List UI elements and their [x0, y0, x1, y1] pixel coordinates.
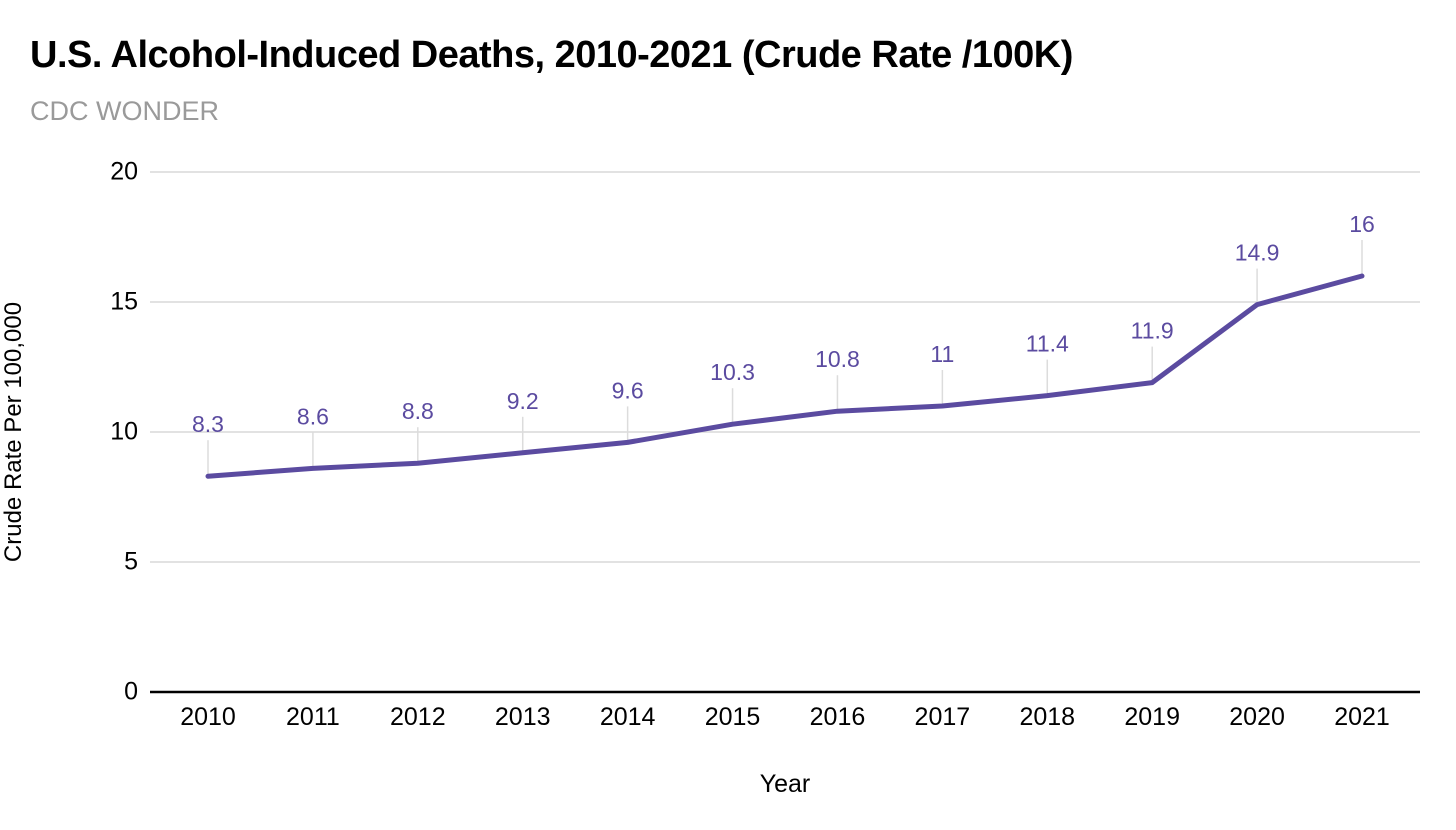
data-label: 9.2: [507, 388, 539, 414]
chart-title: U.S. Alcohol-Induced Deaths, 2010-2021 (…: [30, 34, 1073, 76]
x-tick-label: 2017: [914, 703, 971, 731]
y-tick-label: 0: [124, 677, 138, 706]
x-tick-label: 2014: [599, 703, 656, 731]
y-tick-label: 20: [110, 157, 138, 186]
data-label: 10.3: [710, 359, 755, 385]
x-tick-label: 2018: [1019, 703, 1076, 731]
data-label: 10.8: [815, 346, 860, 372]
data-label: 11.4: [1026, 331, 1069, 357]
x-tick-label: 2020: [1229, 703, 1285, 731]
y-tick-label: 5: [124, 547, 138, 576]
x-tick-label: 2010: [180, 703, 236, 731]
data-label: 8.6: [297, 403, 329, 429]
y-tick-label: 15: [110, 287, 138, 316]
data-label: 8.8: [402, 398, 434, 424]
series-line: [205, 273, 1365, 479]
y-axis-title: Crude Rate Per 100,000: [0, 301, 27, 563]
data-label: 14.9: [1235, 240, 1280, 266]
chart-subtitle: CDC WONDER: [30, 96, 219, 126]
data-label: 9.6: [612, 377, 644, 403]
x-tick-label: 2013: [494, 703, 551, 731]
data-label: 11: [930, 341, 954, 367]
plot-area: 8.3 8.6 8.8 9.2 9.6 10.3 10.8 11 11.4 11.9 14.9 16: [150, 171, 1420, 694]
data-label: 8.3: [192, 411, 224, 437]
data-label: 16: [1349, 211, 1375, 237]
x-tick-label: 2016: [809, 703, 866, 731]
x-tick-label: 2021: [1334, 703, 1390, 731]
x-tick-label: 2011: [286, 703, 340, 731]
x-tick-label: 2015: [704, 703, 761, 731]
x-tick-label: 2012: [390, 703, 446, 731]
x-tick-label: 2019: [1124, 703, 1180, 731]
x-axis-title: Year: [759, 770, 811, 798]
data-label: 11.9: [1131, 318, 1174, 344]
y-tick-label: 10: [110, 417, 138, 446]
